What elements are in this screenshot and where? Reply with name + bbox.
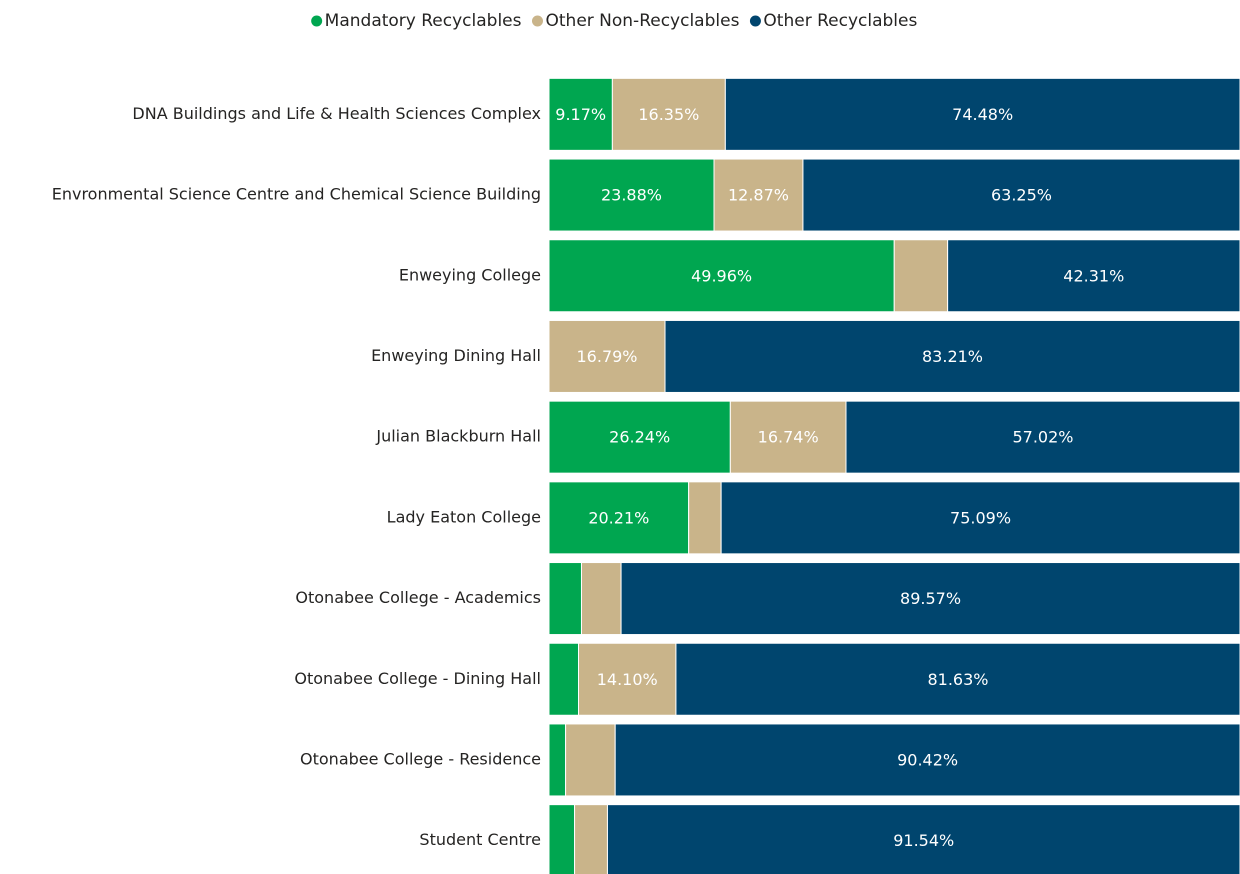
- category-label: Otonabee College - Residence: [300, 749, 541, 768]
- data-label: 74.48%: [952, 105, 1013, 124]
- bar-segment: [620, 562, 1240, 636]
- bar-segment: [893, 239, 949, 313]
- bar-segment: [548, 77, 613, 151]
- category-label: Enweying Dining Hall: [371, 346, 541, 365]
- bar-segment: [720, 481, 1240, 555]
- bar-segment: [688, 481, 722, 555]
- bar-segment: [548, 481, 690, 555]
- bar-segment: [574, 804, 608, 874]
- legend-marker: [749, 15, 761, 27]
- bar-segment: [548, 723, 567, 797]
- bar-segment: [548, 642, 580, 716]
- legend: Mandatory Recyclables Other Non-Recyclabl…: [311, 11, 917, 31]
- category-label: DNA Buildings and Life & Health Sciences…: [132, 104, 541, 123]
- bar-segment: [611, 77, 726, 151]
- data-label: 49.96%: [691, 266, 752, 285]
- category-label: Student Centre: [419, 830, 541, 849]
- data-label: 14.10%: [597, 670, 658, 689]
- bar-segment: [548, 158, 715, 232]
- bar-segment: [548, 400, 731, 474]
- data-label: 75.09%: [950, 508, 1011, 527]
- bar-segment: [580, 562, 622, 636]
- bar-segment: [729, 400, 847, 474]
- bar-segment: [664, 319, 1240, 393]
- bar-segment: [578, 642, 677, 716]
- data-label: 63.25%: [991, 186, 1052, 205]
- data-label: 90.42%: [897, 750, 958, 769]
- data-label: 26.24%: [609, 428, 670, 447]
- bar-segment: [565, 723, 616, 797]
- plot-area: DNA Buildings and Life & Health Sciences…: [52, 77, 1240, 874]
- data-label: 16.79%: [577, 347, 638, 366]
- bar-segment: [845, 400, 1240, 474]
- data-label: 16.35%: [638, 105, 699, 124]
- data-label: 42.31%: [1063, 266, 1124, 285]
- legend-marker: [531, 15, 543, 27]
- legend-marker: [311, 15, 323, 27]
- category-label: Otonabee College - Dining Hall: [294, 669, 541, 688]
- data-label: 91.54%: [893, 831, 954, 850]
- data-label: 89.57%: [900, 589, 961, 608]
- data-label: 12.87%: [728, 186, 789, 205]
- data-label: 20.21%: [588, 508, 649, 527]
- data-label: 83.21%: [922, 347, 983, 366]
- category-label: Julian Blackburn Hall: [375, 427, 541, 446]
- bar-segment: [548, 804, 576, 874]
- category-label: Envronmental Science Centre and Chemical…: [52, 185, 541, 204]
- legend-label: Mandatory Recyclables: [325, 11, 522, 31]
- data-label: 23.88%: [601, 186, 662, 205]
- bar-segment: [713, 158, 804, 232]
- data-label: 9.17%: [555, 105, 606, 124]
- bar-segment: [947, 239, 1240, 313]
- bar-segment: [724, 77, 1240, 151]
- bar-segment: [606, 804, 1240, 874]
- bar-segment: [548, 562, 582, 636]
- bar-segment: [802, 158, 1240, 232]
- bar-segment: [614, 723, 1240, 797]
- legend-label: Other Non-Recyclables: [545, 11, 739, 31]
- category-label: Otonabee College - Academics: [295, 588, 541, 607]
- bar-segment: [548, 319, 666, 393]
- legend-label: Other Recyclables: [763, 11, 917, 31]
- bar-segment: [675, 642, 1240, 716]
- data-label: 16.74%: [758, 428, 819, 447]
- data-label: 81.63%: [927, 670, 988, 689]
- category-label: Lady Eaton College: [387, 507, 541, 526]
- data-label: 57.02%: [1012, 428, 1073, 447]
- category-label: Enweying College: [399, 265, 541, 284]
